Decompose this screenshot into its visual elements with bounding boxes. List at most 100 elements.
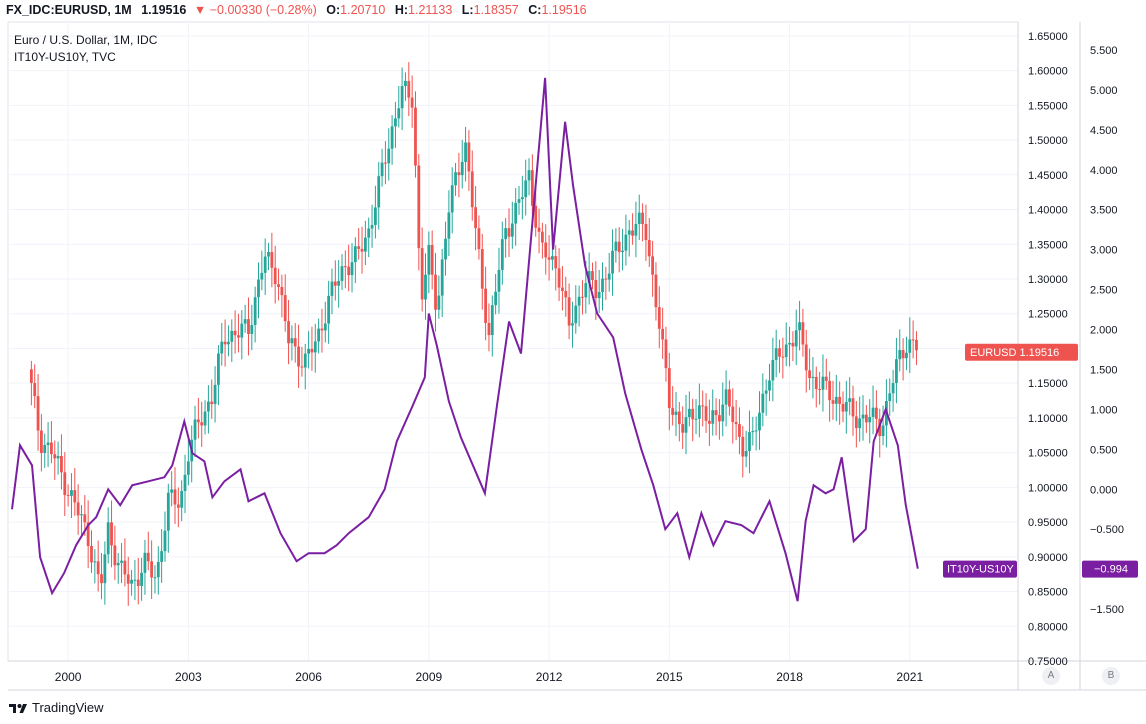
candle-body: [160, 551, 164, 562]
candle-body: [804, 344, 808, 371]
overlay-series-legend[interactable]: IT10Y-US10Y, TVC: [14, 50, 116, 64]
candle-body: [510, 223, 514, 237]
candle-body: [180, 490, 184, 508]
candle-body: [130, 579, 133, 584]
candle-body: [671, 408, 675, 415]
left-axis-tick-label: 1.00000: [1028, 482, 1068, 494]
spread-last-label-bg: [943, 560, 1017, 578]
candle-body: [731, 406, 735, 423]
candle-body: [524, 180, 528, 198]
candle-body: [440, 259, 444, 296]
candle-body: [484, 288, 488, 323]
candle-body: [417, 165, 421, 249]
candle-body: [50, 442, 53, 455]
spread-last-name-label: IT10Y-US10Y: [947, 564, 1015, 576]
main-series-legend[interactable]: Euro / U.S. Dollar, 1M, IDC: [14, 33, 158, 47]
candle-body: [758, 412, 761, 431]
candle-body: [701, 405, 705, 407]
candle-body: [100, 574, 103, 584]
candle-body: [56, 455, 60, 459]
candle-body: [667, 368, 671, 409]
candle-body: [227, 341, 230, 345]
candle-body: [764, 390, 768, 394]
candle-body: [768, 380, 771, 391]
right-axis-tick-label: 0.500: [1090, 444, 1118, 456]
candle-body: [500, 239, 504, 270]
footer-brand[interactable]: TradingView: [8, 700, 104, 715]
candle-body: [861, 414, 865, 419]
candle-body: [788, 342, 791, 345]
candle-body: [477, 228, 481, 250]
candle-body: [597, 292, 601, 299]
candle-body: [647, 240, 651, 257]
candle-body: [691, 408, 695, 420]
candle-body: [327, 295, 331, 324]
candle-body: [70, 490, 73, 496]
candle-body: [363, 237, 367, 252]
axis-b-button[interactable]: B: [1102, 667, 1120, 685]
candle-body: [831, 400, 835, 404]
symbol-name[interactable]: FX_IDC:EURUSD, 1M: [6, 3, 132, 17]
candle-body: [136, 579, 140, 586]
candle-body: [280, 286, 284, 296]
left-axis-tick-label: 1.65000: [1028, 31, 1068, 43]
candle-body: [213, 384, 217, 405]
candle-body: [490, 305, 494, 336]
candle-body: [534, 205, 538, 228]
candle-body: [891, 383, 895, 394]
right-axis-tick-label: 2.000: [1090, 325, 1118, 337]
candle-body: [186, 461, 190, 475]
left-axis-tick-label: 0.95000: [1028, 517, 1068, 529]
price-chart[interactable]: 0.75000 0.80000 0.85000 0.90000 0.95000 1.000…: [0, 0, 1146, 700]
candle-body: [300, 366, 304, 368]
candle-body: [661, 328, 665, 340]
candle-body: [594, 280, 598, 299]
candle-body: [243, 319, 247, 324]
candle-body: [470, 171, 474, 208]
right-axis-tick-label: 1.000: [1090, 404, 1118, 416]
candle-body: [377, 176, 381, 208]
right-axis-tick-label: 0.000: [1090, 484, 1118, 496]
candle-body: [206, 401, 210, 412]
candle-body: [307, 348, 310, 354]
eurusd-candles: [29, 62, 918, 606]
candle-body: [564, 290, 568, 298]
candle-body: [170, 489, 174, 493]
candle-body: [193, 419, 197, 440]
candle-body: [240, 323, 244, 338]
candle-body: [634, 223, 638, 236]
candle-body: [848, 398, 852, 402]
time-axis-tick-label: 2021: [896, 670, 923, 684]
candle-body: [283, 295, 287, 322]
candle-body: [771, 359, 775, 381]
candle-body: [664, 339, 668, 369]
candle-body: [781, 356, 785, 358]
candle-body: [400, 86, 404, 109]
candle-body: [120, 560, 123, 563]
candle-body: [263, 256, 267, 273]
candle-body: [694, 418, 698, 420]
time-axis-tick-label: 2000: [55, 670, 82, 684]
candle-body: [217, 353, 220, 385]
candle-body: [844, 401, 848, 412]
left-axis-tick-label: 1.15000: [1028, 378, 1068, 390]
candle-body: [287, 321, 290, 344]
candle-body: [293, 338, 297, 347]
candle-body: [778, 348, 781, 357]
candle-body: [480, 249, 484, 289]
candle-body: [253, 297, 257, 325]
candle-body: [83, 514, 87, 523]
high-label: H:: [394, 3, 409, 17]
candle-body: [517, 199, 521, 203]
axis-a-button[interactable]: A: [1042, 667, 1060, 685]
candle-body: [313, 341, 317, 353]
candle-body: [434, 274, 437, 310]
candle-body: [798, 322, 801, 331]
left-axis-tick-label: 1.10000: [1028, 413, 1068, 425]
candle-body: [270, 252, 274, 268]
candle-body: [430, 244, 434, 275]
candle-body: [868, 416, 872, 423]
candle-body: [146, 552, 150, 562]
right-axis-tick-label: 5.500: [1090, 45, 1118, 57]
candle-body: [644, 223, 648, 241]
